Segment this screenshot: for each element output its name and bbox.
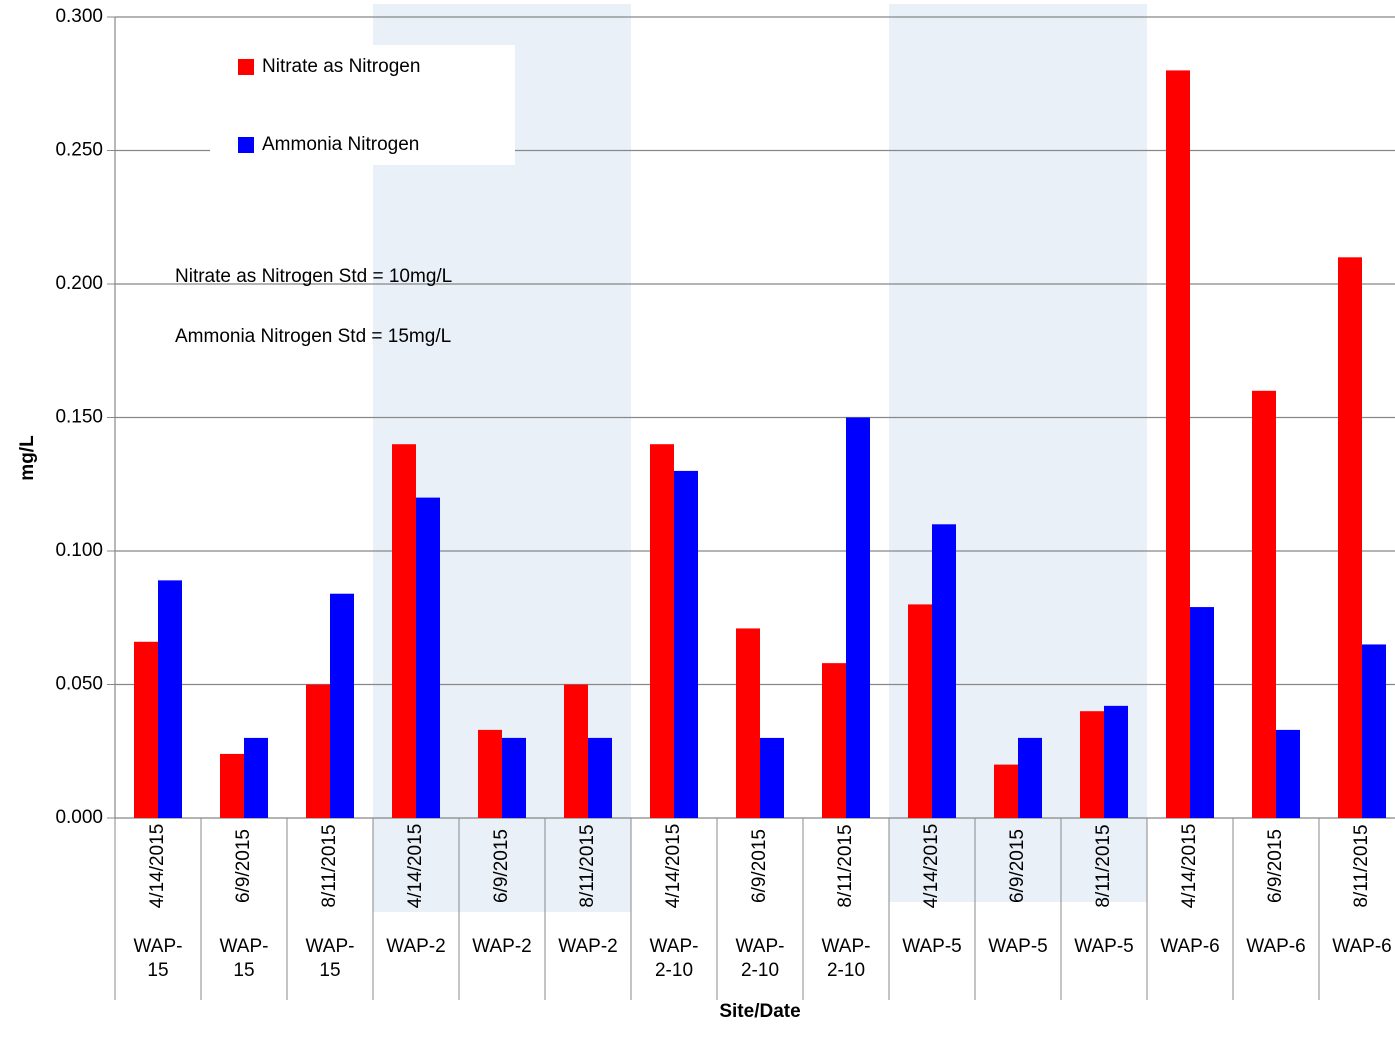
bar [736,628,760,818]
site-label: WAP-15 [219,936,269,981]
bar [1338,257,1362,818]
bar [416,497,440,818]
legend-swatch [238,59,254,75]
bar [932,524,956,818]
y-axis-title: mg/L [17,435,38,481]
annotation: Nitrate as Nitrogen Std = 10mg/L [175,266,453,287]
site-label: WAP-2-10 [649,936,699,981]
bar [1080,711,1104,818]
bar [908,604,932,818]
x-tick-label: 4/14/2015 [405,824,426,909]
bar [564,684,588,818]
site-label: WAP-5 [902,936,962,957]
bar [502,737,526,818]
bar [994,764,1018,818]
y-tick-label: 0.250 [55,140,103,161]
legend-label: Nitrate as Nitrogen [262,56,420,77]
x-tick-label: 4/14/2015 [1179,824,1200,909]
legend-box [210,45,515,165]
x-tick-label: 8/11/2015 [577,824,598,907]
annotation: Ammonia Nitrogen Std = 15mg/L [175,326,452,347]
y-tick-label: 0.150 [55,407,103,428]
bar [158,580,182,818]
site-label: WAP-6 [1246,936,1306,957]
site-label: WAP-6 [1160,936,1220,957]
bar [134,641,158,818]
x-tick-label: 6/9/2015 [1007,829,1028,903]
site-label: WAP-5 [1074,936,1134,957]
bar [306,684,330,818]
bar [1166,70,1190,818]
y-tick-label: 0.200 [55,273,103,294]
y-tick-label: 0.050 [55,674,103,695]
x-tick-label: 4/14/2015 [663,824,684,909]
x-tick-label: 8/11/2015 [1093,824,1114,907]
bar [650,444,674,818]
bar [1362,644,1386,818]
x-tick-label: 8/11/2015 [319,824,340,907]
site-label: WAP-15 [305,936,355,981]
x-tick-label: 8/11/2015 [1351,824,1372,907]
site-label: WAP-6 [1332,936,1392,957]
site-label: WAP-5 [988,936,1048,957]
site-label: WAP-2-10 [735,936,785,981]
bar [1276,729,1300,818]
bar [588,737,612,818]
site-label: WAP-15 [133,936,183,981]
bar [846,417,870,818]
site-label: WAP-2-10 [821,936,871,981]
bar [244,737,268,818]
bar [822,663,846,818]
site-label: WAP-2 [558,936,618,957]
x-axis-title: Site/Date [719,1001,800,1022]
bar [760,737,784,818]
site-label: WAP-2 [386,936,446,957]
bar [478,729,502,818]
bar [392,444,416,818]
bar [1018,737,1042,818]
x-tick-label: 4/14/2015 [921,824,942,909]
y-tick-label: 0.300 [55,6,103,27]
x-tick-label: 6/9/2015 [233,829,254,903]
bar [1104,705,1128,818]
x-tick-label: 6/9/2015 [1265,829,1286,903]
bar [674,470,698,818]
bar [1190,607,1214,818]
bar [330,593,354,818]
y-tick-label: 0.100 [55,540,103,561]
site-label: WAP-2 [472,936,532,957]
bar [1252,390,1276,818]
bar [220,753,244,818]
x-tick-label: 6/9/2015 [491,829,512,903]
x-tick-label: 8/11/2015 [835,824,856,907]
legend-swatch [238,137,254,153]
x-tick-label: 4/14/2015 [147,824,168,909]
legend-label: Ammonia Nitrogen [262,134,419,155]
y-tick-label: 0.000 [55,807,103,828]
x-tick-label: 6/9/2015 [749,829,770,903]
